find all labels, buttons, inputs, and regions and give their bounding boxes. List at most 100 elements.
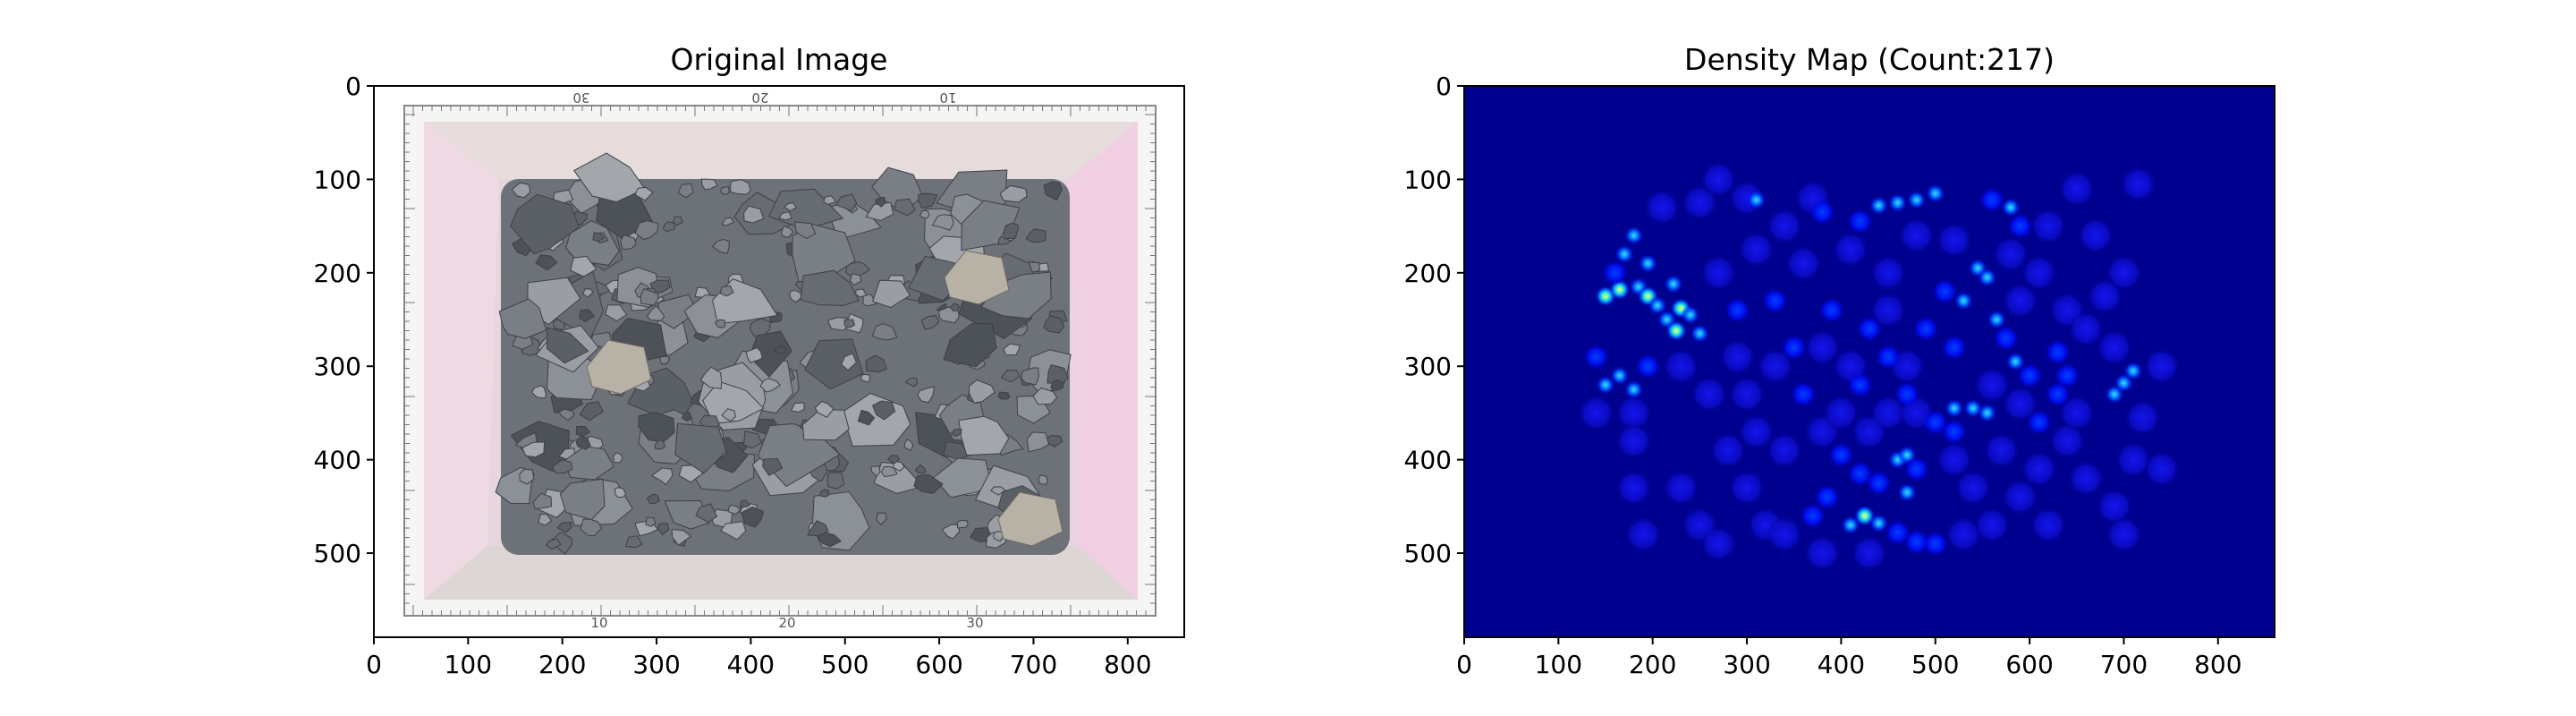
rock [849, 273, 862, 286]
density-hotspot [1638, 253, 1657, 273]
density-hotspot [1953, 291, 1973, 311]
rock [855, 288, 868, 298]
density-hotspot [1913, 316, 1938, 342]
rock [645, 516, 657, 527]
rock [657, 522, 670, 536]
x-tick-label: 500 [1911, 650, 1959, 679]
rock [1038, 474, 1048, 486]
rock [614, 487, 627, 499]
rock [819, 489, 830, 498]
rock [1003, 222, 1020, 240]
rock [741, 506, 764, 528]
rock [876, 512, 887, 526]
density-blob [1936, 441, 1972, 478]
x-tick-label: 800 [2194, 650, 2241, 679]
rock [743, 205, 765, 224]
density-hotspot [1926, 183, 1945, 203]
density-blob [1663, 348, 1699, 385]
density-blob [2058, 395, 2095, 431]
rock [1025, 228, 1046, 243]
density-hotspot [1614, 244, 1634, 264]
density-blob [1767, 208, 1803, 244]
rock [1050, 379, 1064, 392]
density-hotspot [1819, 297, 1844, 323]
density-hotspot [1841, 516, 1860, 535]
density-map-panel: Density Map (Count:217) 0 100 200 300 400 500… [1404, 42, 2275, 679]
rock [804, 338, 864, 390]
rock [886, 455, 901, 465]
y-tick-label: 0 [345, 72, 361, 101]
density-blob [2002, 385, 2038, 422]
tray-wall-left [424, 122, 499, 600]
density-hotspot [1596, 375, 1615, 395]
density-blob [1804, 329, 1841, 366]
density-blob [1767, 432, 1803, 469]
density-blob [1870, 395, 1907, 431]
density-blob [1898, 217, 1935, 254]
density-hotspot [1690, 324, 1709, 344]
density-blob [1729, 376, 1766, 413]
density-blob [2030, 208, 2067, 244]
rock [521, 441, 546, 458]
rock [580, 518, 603, 537]
density-hotspot [1869, 514, 1889, 533]
density-blob [1757, 348, 1793, 385]
rock [592, 232, 606, 243]
rock [532, 492, 553, 510]
rock [826, 472, 845, 490]
density-blob [1700, 525, 1737, 562]
rock [659, 355, 671, 365]
tray-wall-right [1069, 122, 1138, 600]
density-blob [1615, 469, 1652, 506]
density-hotspot [1602, 260, 1628, 286]
x-tick-label: 100 [1535, 650, 1582, 679]
x-tick-label: 100 [445, 650, 492, 679]
density-hotspot [1923, 531, 1948, 557]
density-hotspot [1782, 335, 1807, 361]
density-blob [1954, 469, 1991, 506]
density-blob [2143, 451, 2180, 488]
density-blob [2124, 399, 2161, 436]
density-blob [1700, 161, 1737, 198]
rock [903, 438, 914, 451]
tray-wall-top [424, 122, 1138, 179]
rock [841, 353, 857, 371]
rock [933, 457, 993, 499]
rock [778, 211, 793, 221]
rock [586, 339, 652, 395]
rock [579, 309, 595, 323]
density-hotspot [1665, 320, 1687, 342]
density-blob [2143, 348, 2180, 385]
rock [634, 220, 659, 240]
ruler-label: 30 [966, 615, 983, 631]
density-hotspot [2123, 361, 2143, 380]
x-tick-label: 600 [915, 650, 962, 679]
density-hotspot [1681, 305, 1700, 325]
rock [575, 425, 591, 437]
density-blob [1644, 189, 1681, 226]
rock [733, 192, 792, 235]
rock [871, 322, 898, 341]
density-blob [1729, 469, 1766, 506]
density-blob [1851, 535, 1888, 572]
rock [801, 409, 850, 441]
density-blob [1615, 422, 1652, 459]
rock [662, 221, 676, 233]
density-hotspot [1635, 354, 1661, 379]
density-hotspot [2001, 198, 2021, 217]
rock [904, 377, 918, 388]
rock [814, 400, 835, 418]
density-hotspot [2007, 213, 2033, 239]
density-blob [2021, 254, 2057, 291]
density-blob [1823, 395, 1860, 431]
density-hotspot [1907, 190, 1927, 209]
density-hotspot [1994, 326, 2019, 351]
y-tick-label: 200 [1404, 259, 1452, 288]
y-tick-label: 100 [1404, 165, 1452, 194]
density-blob [1804, 535, 1841, 572]
density-blob [2077, 217, 2114, 254]
rock [949, 303, 961, 311]
rock [671, 528, 692, 546]
rock [634, 186, 654, 201]
rock [919, 209, 930, 219]
